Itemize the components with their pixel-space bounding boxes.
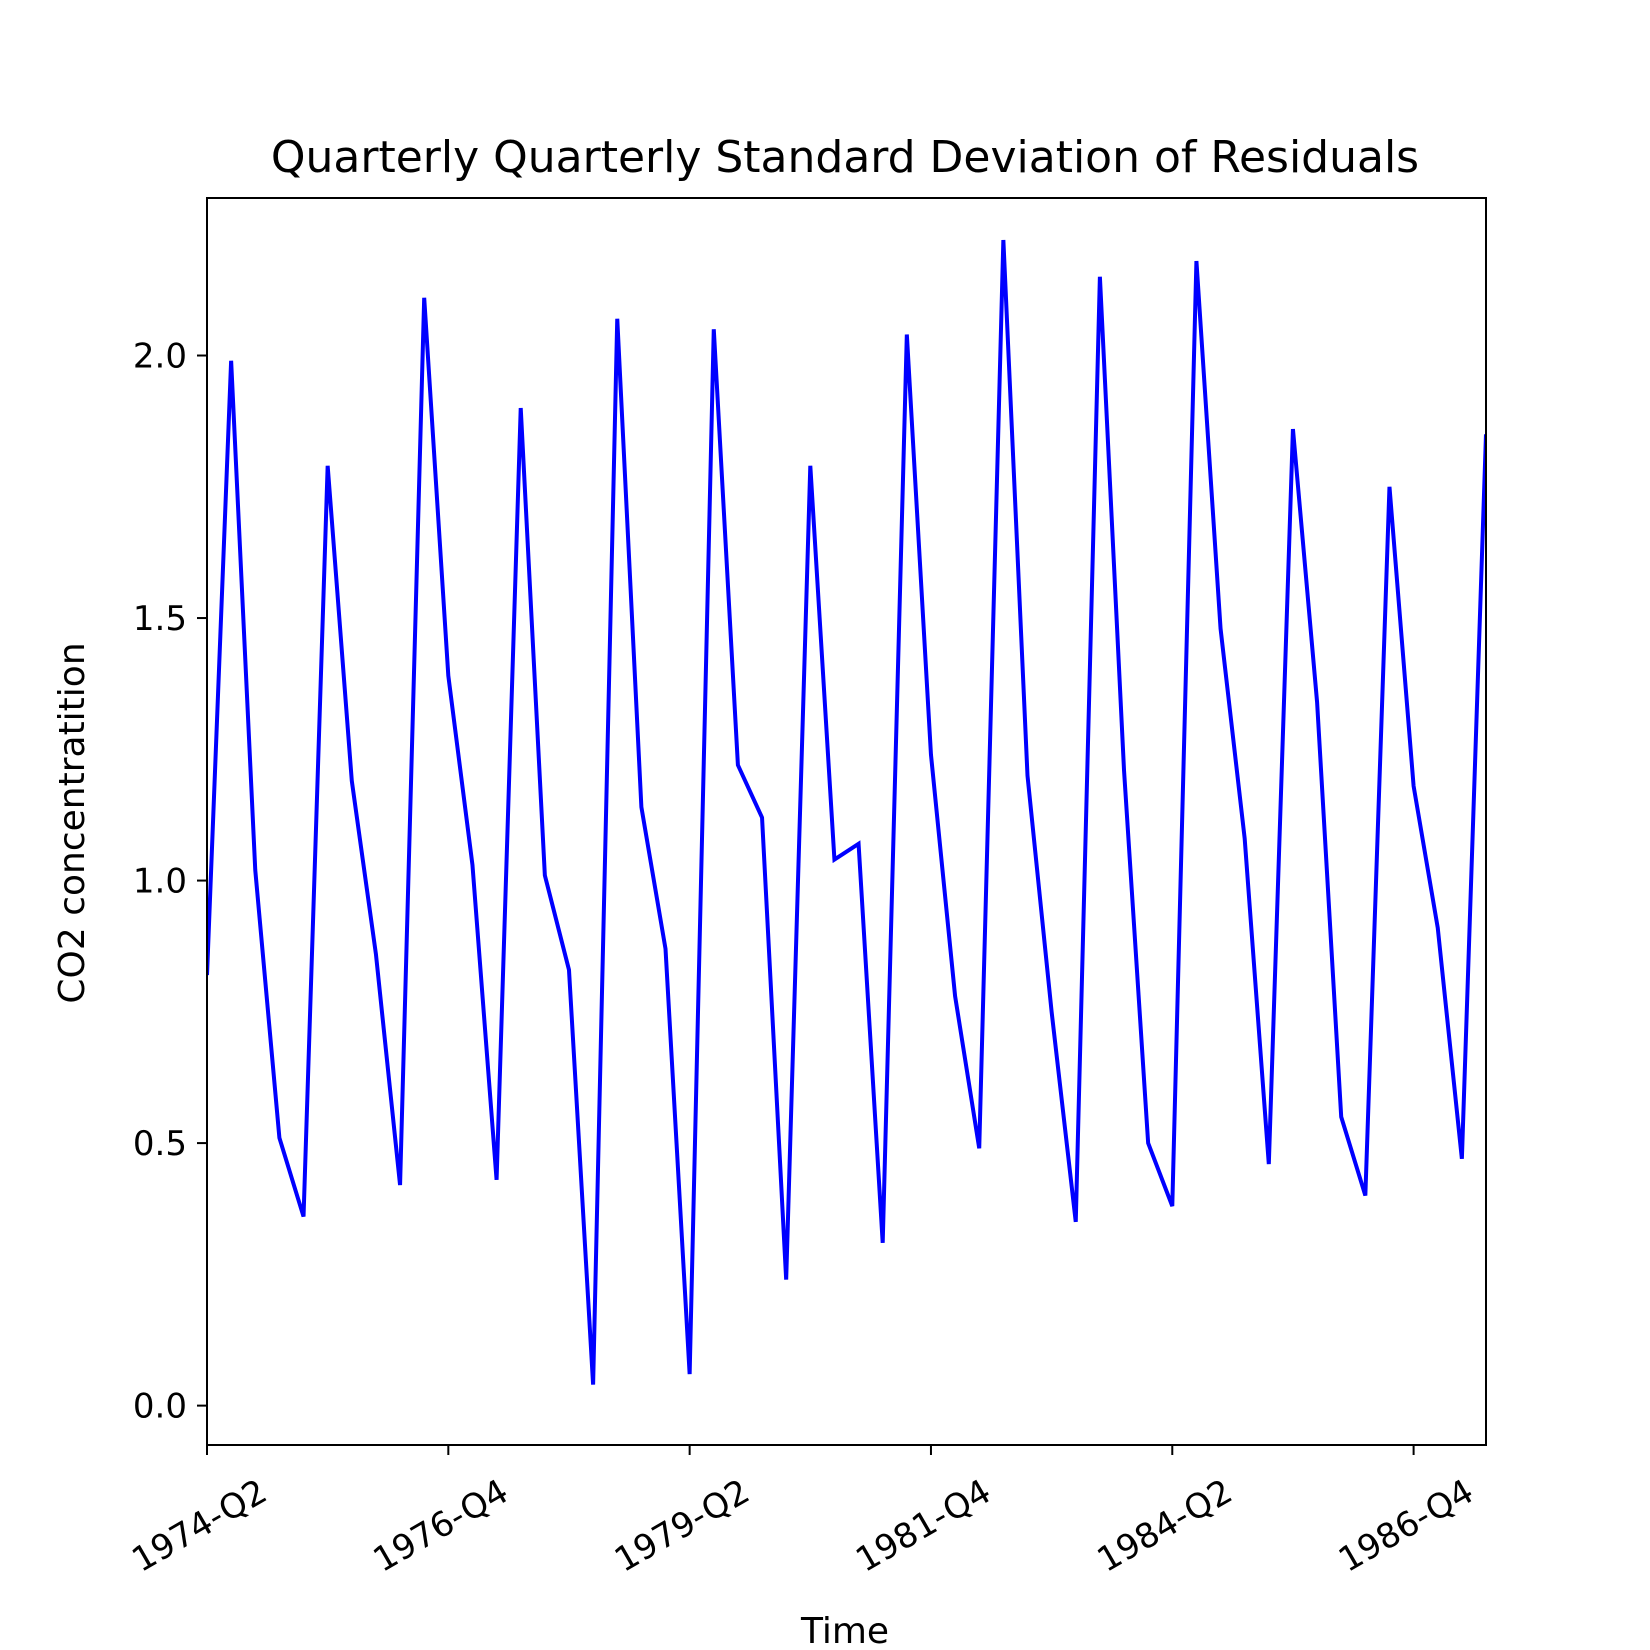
- x-tick-label: 1986-Q4: [1332, 1472, 1481, 1581]
- y-tick-label: 0.0: [133, 1387, 187, 1427]
- plot-area: [207, 239, 1486, 1385]
- x-axis-label: Time: [800, 1611, 889, 1650]
- y-tick-label: 1.5: [133, 599, 187, 639]
- y-tick-label: 1.0: [133, 862, 187, 902]
- x-tick-label: 1981-Q4: [849, 1472, 998, 1581]
- x-tick-label: 1974-Q2: [125, 1472, 274, 1581]
- y-tick-label: 0.5: [133, 1124, 187, 1164]
- x-tick-label: 1984-Q2: [1091, 1472, 1240, 1581]
- chart-title: Quarterly Quarterly Standard Deviation o…: [271, 132, 1419, 183]
- series-line: [207, 239, 1486, 1385]
- y-axis-label: CO2 concentratition: [52, 642, 93, 1003]
- axes: [206, 197, 1487, 1446]
- y-tick-label: 2.0: [133, 337, 187, 377]
- x-tick-label: 1979-Q2: [608, 1472, 757, 1581]
- x-tick-label: 1976-Q4: [367, 1472, 516, 1581]
- axes-frame: [206, 197, 1487, 1446]
